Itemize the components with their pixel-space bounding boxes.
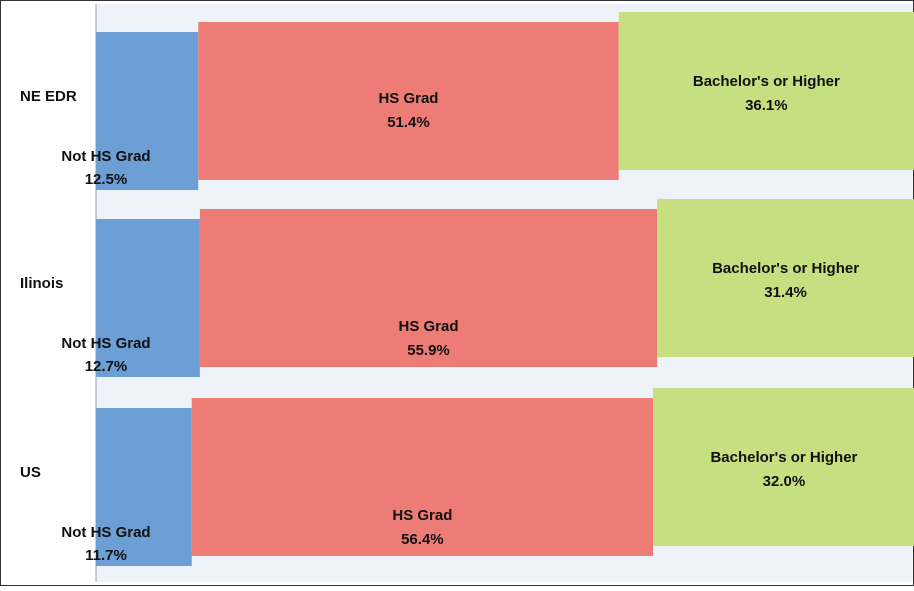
category-label: Ilinois (20, 275, 63, 292)
data-label-value: 36.1% (745, 97, 788, 114)
data-label-name: HS Grad (378, 90, 438, 107)
category-label: NE EDR (20, 88, 77, 105)
bar-segment (618, 12, 914, 170)
data-label-value: 55.9% (407, 342, 450, 359)
bar-segment (657, 199, 914, 357)
data-label-value: 32.0% (763, 473, 806, 490)
bar-segment (96, 32, 199, 190)
data-label-name: HS Grad (392, 507, 452, 524)
data-label-name: Not HS Grad (61, 148, 150, 165)
data-label-value: 12.5% (85, 171, 128, 188)
data-label-value: 51.4% (387, 114, 430, 131)
data-label-name: Bachelor's or Higher (710, 449, 857, 466)
data-label-value: 12.7% (85, 358, 128, 375)
bar-segment (191, 398, 654, 556)
data-label-name: Not HS Grad (61, 335, 150, 352)
category-label: US (20, 464, 41, 481)
data-label-value: 56.4% (401, 531, 444, 548)
bar-segment (96, 219, 200, 377)
data-label-name: HS Grad (399, 318, 459, 335)
bar-segment (96, 408, 192, 566)
bar-segment (653, 388, 914, 546)
data-label-name: Bachelor's or Higher (712, 260, 859, 277)
data-label-name: Not HS Grad (61, 524, 150, 541)
data-label-name: Bachelor's or Higher (693, 73, 840, 90)
bar-segment (199, 209, 658, 367)
bar-segment (198, 22, 619, 180)
data-label-value: 31.4% (764, 284, 807, 301)
data-label-value: 11.7% (85, 547, 127, 564)
